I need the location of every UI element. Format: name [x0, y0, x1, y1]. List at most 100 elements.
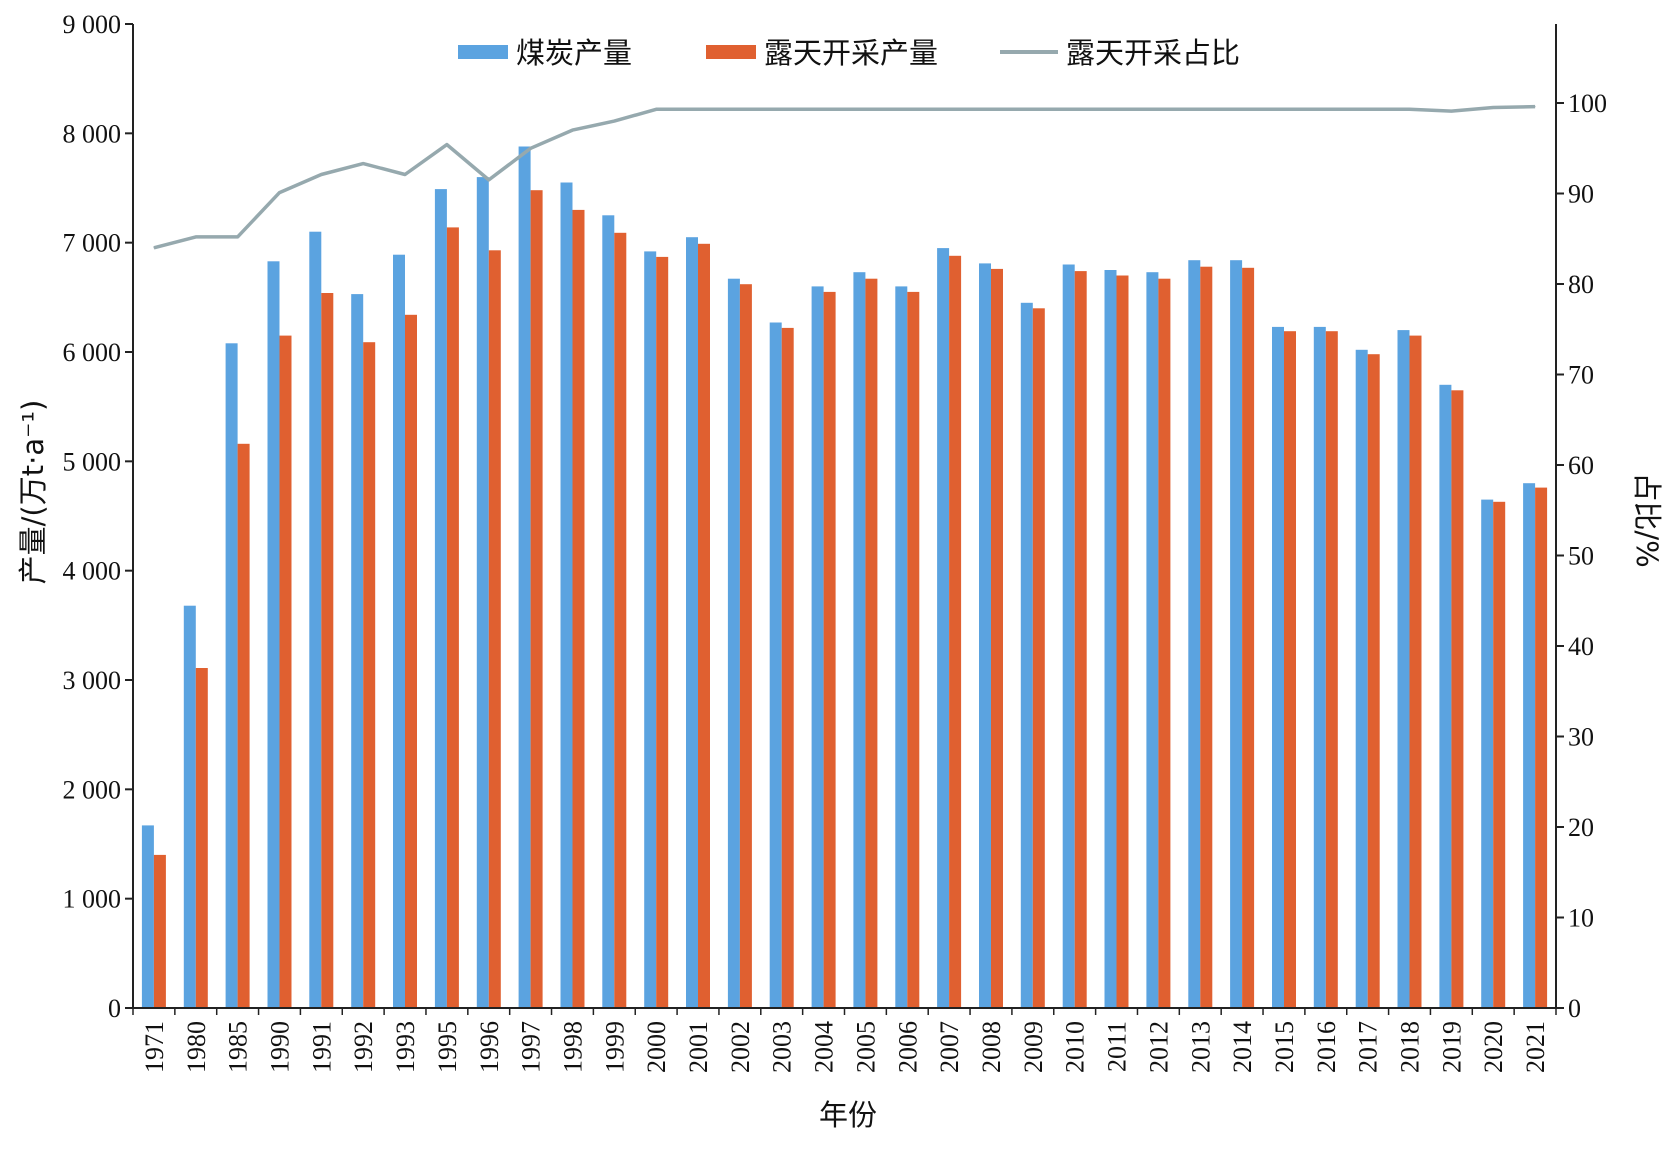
point-open-pit-share-2020 [1492, 107, 1494, 108]
x-tick-label: 2014 [1228, 1021, 1257, 1073]
y2-tick-label: 100 [1568, 89, 1607, 118]
y-tick-label: 0 [108, 994, 121, 1023]
legend-item-1-swatch [706, 45, 756, 59]
bar-open-pit-output-2005 [865, 278, 878, 1008]
x-tick-label: 2019 [1437, 1021, 1466, 1073]
bar-coal-output-2003 [769, 322, 782, 1008]
bar-coal-output-2005 [853, 272, 866, 1008]
point-open-pit-share-1980 [195, 236, 197, 238]
x-tick-label: 1980 [182, 1021, 211, 1073]
x-tick-label: 1985 [224, 1021, 253, 1073]
point-open-pit-share-2019 [1450, 110, 1452, 112]
point-open-pit-share-2011 [1116, 108, 1117, 110]
y2-tick-label: 50 [1568, 542, 1594, 571]
bar-coal-output-2014 [1230, 260, 1243, 1008]
bar-open-pit-output-2015 [1284, 331, 1296, 1008]
bar-coal-output-1980 [183, 605, 196, 1008]
x-tick-label: 2020 [1479, 1021, 1508, 1073]
legend: 煤炭产量 露天开采产量 露天开采占比 [458, 36, 1240, 70]
bar-coal-output-2013 [1188, 260, 1201, 1008]
point-open-pit-share-2010 [1074, 108, 1076, 110]
bar-coal-output-2002 [727, 278, 740, 1008]
y2-tick-label: 0 [1568, 994, 1581, 1023]
bar-coal-output-2019 [1439, 384, 1452, 1008]
y2-tick-label: 90 [1568, 180, 1594, 209]
x-tick-label: 2004 [810, 1021, 839, 1073]
bar-open-pit-output-2004 [823, 291, 836, 1008]
point-open-pit-share-2005 [864, 108, 866, 110]
y-axis-title: 产量/(万t·a⁻¹) [16, 400, 50, 585]
point-open-pit-share-2008 [990, 108, 992, 110]
bar-coal-output-2010 [1062, 264, 1075, 1008]
x-tick-label: 1991 [307, 1021, 336, 1073]
y-tick-label: 8 000 [63, 119, 122, 148]
bar-open-pit-output-1997 [530, 190, 543, 1008]
bar-coal-output-1992 [351, 294, 364, 1009]
bar-coal-output-2008 [979, 263, 991, 1008]
bar-open-pit-output-1995 [446, 227, 459, 1008]
bar-open-pit-output-2002 [739, 284, 752, 1008]
y-tick-label: 4 000 [63, 557, 122, 586]
x-tick-label: 2012 [1144, 1021, 1173, 1073]
bar-open-pit-output-2016 [1325, 331, 1338, 1008]
x-tick-label: 2017 [1354, 1021, 1383, 1073]
point-open-pit-share-2015 [1283, 108, 1285, 110]
point-open-pit-share-2004 [823, 108, 825, 110]
x-tick-label: 2001 [684, 1021, 713, 1073]
bar-open-pit-output-2017 [1367, 354, 1380, 1008]
bar-coal-output-2015 [1272, 326, 1284, 1008]
bar-coal-output-2017 [1355, 349, 1368, 1008]
x-tick-label: 1998 [559, 1021, 588, 1073]
bar-coal-output-2004 [811, 286, 824, 1008]
bar-coal-output-2001 [686, 237, 698, 1008]
x-tick-label: 2008 [977, 1021, 1006, 1073]
bar-coal-output-1991 [309, 231, 322, 1008]
y2-tick-label: 70 [1568, 361, 1594, 390]
point-open-pit-share-1998 [572, 129, 573, 131]
x-tick-label: 1992 [349, 1021, 378, 1073]
bar-open-pit-output-1980 [195, 668, 208, 1008]
bar-coal-output-2018 [1397, 330, 1410, 1009]
bar-open-pit-output-2001 [698, 243, 710, 1009]
bar-coal-output-1995 [434, 189, 447, 1009]
point-open-pit-share-2012 [1157, 108, 1159, 110]
y-tick-label: 5 000 [63, 447, 122, 476]
bar-open-pit-output-1992 [363, 342, 376, 1008]
bar-coal-output-2020 [1481, 499, 1494, 1008]
x-tick-label: 2009 [1019, 1021, 1048, 1073]
x-tick-label: 2010 [1061, 1021, 1090, 1073]
bar-coal-output-1999 [602, 215, 615, 1009]
point-open-pit-share-1997 [530, 147, 532, 149]
bar-open-pit-output-2013 [1200, 266, 1213, 1008]
y-tick-label: 1 000 [63, 885, 122, 914]
y2-tick-label: 60 [1568, 451, 1594, 480]
x-tick-label: 1993 [391, 1021, 420, 1073]
bar-open-pit-output-2020 [1493, 501, 1506, 1008]
point-open-pit-share-2002 [739, 108, 741, 110]
y-tick-label: 6 000 [63, 338, 122, 367]
bar-coal-output-2006 [895, 286, 908, 1008]
y2-axis-title: 占比/% [1630, 472, 1663, 567]
point-open-pit-share-1996 [488, 179, 490, 181]
bar-coal-output-1993 [393, 254, 405, 1008]
x-tick-label: 2013 [1186, 1021, 1215, 1073]
point-open-pit-share-2017 [1367, 108, 1369, 110]
bar-open-pit-output-2021 [1535, 487, 1548, 1009]
y2-tick-label: 40 [1568, 632, 1594, 661]
point-open-pit-share-1995 [446, 144, 448, 146]
point-open-pit-share-1991 [320, 174, 322, 175]
bar-coal-output-2012 [1146, 272, 1159, 1008]
point-open-pit-share-2014 [1241, 108, 1243, 110]
bar-open-pit-output-2003 [781, 327, 794, 1008]
x-tick-label: 2003 [768, 1021, 797, 1073]
x-tick-label: 2002 [726, 1021, 755, 1073]
bar-open-pit-output-2009 [1032, 308, 1045, 1008]
y-tick-label: 7 000 [63, 229, 122, 258]
bar-open-pit-output-2019 [1451, 390, 1464, 1008]
bar-open-pit-output-2018 [1409, 335, 1422, 1009]
axes-layer: 0 1 000 2 000 3 000 4 000 5 000 6 000 7 000 8 00… [63, 10, 1608, 1073]
bar-open-pit-output-2007 [949, 255, 962, 1009]
point-open-pit-share-2007 [948, 108, 950, 110]
point-open-pit-share-2021 [1534, 106, 1536, 108]
